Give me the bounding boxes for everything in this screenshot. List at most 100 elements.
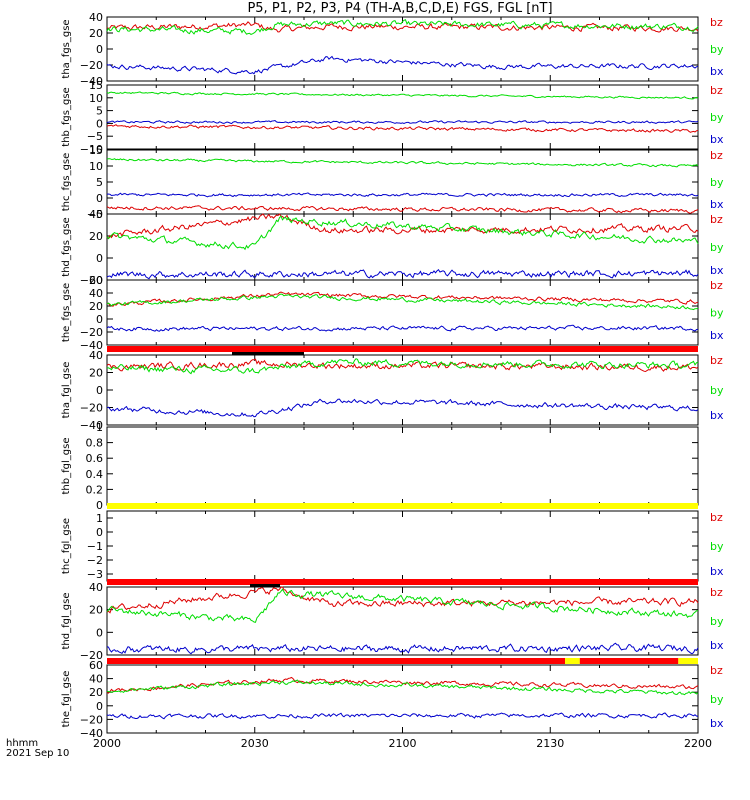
panel-frame bbox=[106, 426, 699, 506]
y-tick-label: −20 bbox=[80, 402, 103, 415]
legend-bx: bx bbox=[710, 639, 724, 652]
panel-frame bbox=[106, 279, 699, 346]
panel-ylabel: thd_fgl_gse bbox=[61, 593, 72, 650]
legend-bz: bz bbox=[710, 664, 723, 677]
y-tick-label: 0.8 bbox=[86, 437, 104, 450]
y-tick-label: −40 bbox=[80, 339, 103, 352]
y-tick-label: −20 bbox=[80, 713, 103, 726]
legend-by: by bbox=[710, 307, 724, 320]
legend-bx: bx bbox=[710, 329, 724, 342]
y-tick-label: 0 bbox=[96, 117, 103, 130]
y-tick-label: 40 bbox=[89, 673, 103, 686]
y-tick-label: 0 bbox=[96, 313, 103, 326]
series-by-line bbox=[106, 158, 699, 168]
panel-frame bbox=[106, 510, 699, 582]
legend-bz: bz bbox=[710, 16, 723, 29]
y-tick-label: 0 bbox=[96, 192, 103, 205]
legend-bz: bz bbox=[710, 149, 723, 162]
panel-ylabel: thc_fgl_gse bbox=[61, 518, 72, 574]
y-tick-label: −20 bbox=[80, 59, 103, 72]
y-tick-label: −20 bbox=[80, 274, 103, 287]
y-tick-label: 40 bbox=[89, 208, 103, 221]
legend-bx: bx bbox=[710, 565, 724, 578]
legend-bx: bx bbox=[710, 133, 724, 146]
flag-bar-segment bbox=[579, 658, 679, 664]
series-by-line bbox=[106, 358, 699, 375]
x-tick-label: 2030 bbox=[241, 737, 269, 750]
y-tick-label: −3 bbox=[87, 568, 103, 581]
y-tick-label: 5 bbox=[96, 105, 103, 118]
series-bz-line bbox=[106, 213, 699, 240]
panel-ylabel: the_fgl_gse bbox=[61, 671, 72, 728]
series-bx-line bbox=[106, 398, 699, 418]
legend-by: by bbox=[710, 241, 724, 254]
panel-frame bbox=[106, 213, 699, 281]
y-tick-label: 20 bbox=[89, 27, 103, 40]
series-by-line bbox=[106, 91, 699, 100]
legend-bx: bx bbox=[710, 65, 724, 78]
flag-bar-segment bbox=[678, 658, 698, 664]
page-title: P5, P1, P2, P3, P4 (TH-A,B,C,D,E) FGS, F… bbox=[247, 1, 553, 16]
series-bx-line bbox=[106, 55, 699, 75]
panel-frame bbox=[106, 149, 699, 215]
y-tick-label: −5 bbox=[87, 208, 103, 221]
y-tick-label: 40 bbox=[89, 287, 103, 300]
x-tick-label: 2000 bbox=[93, 737, 121, 750]
legend-by: by bbox=[710, 540, 724, 553]
flag-bar-segment bbox=[107, 503, 698, 509]
legend-by: by bbox=[710, 176, 724, 189]
series-bx-line bbox=[106, 324, 699, 332]
y-tick-label: 15 bbox=[89, 144, 103, 157]
series-by-line bbox=[106, 293, 699, 311]
flag-bar-segment bbox=[107, 346, 698, 352]
flag-bar-segment bbox=[565, 658, 580, 664]
series-by-line bbox=[106, 588, 699, 623]
series-bz-line bbox=[106, 676, 699, 694]
series-by-line bbox=[106, 215, 699, 251]
y-tick-label: 60 bbox=[89, 659, 103, 672]
x-axis-date-label: 2021 Sep 10 bbox=[6, 748, 70, 759]
series-by-line bbox=[106, 679, 699, 696]
y-tick-label: 20 bbox=[89, 367, 103, 380]
y-tick-label: 20 bbox=[89, 230, 103, 243]
legend-by: by bbox=[710, 43, 724, 56]
y-tick-label: 0 bbox=[96, 252, 103, 265]
y-tick-label: −40 bbox=[80, 727, 103, 740]
series-bz-line bbox=[106, 21, 699, 33]
flag-bar-segment bbox=[107, 579, 698, 585]
y-tick-label: 40 bbox=[89, 349, 103, 362]
y-tick-label: −10 bbox=[80, 143, 103, 156]
legend-by: by bbox=[710, 384, 724, 397]
y-tick-label: −40 bbox=[80, 419, 103, 432]
x-tick-label: 2130 bbox=[536, 737, 564, 750]
legend-bz: bz bbox=[710, 586, 723, 599]
legend-bz: bz bbox=[710, 279, 723, 292]
mode-marker bbox=[250, 584, 280, 587]
series-by-line bbox=[106, 19, 699, 35]
y-tick-label: 0.4 bbox=[86, 468, 104, 481]
panel-ylabel: thb_fgs_gse bbox=[61, 87, 72, 146]
x-tick-label: 2200 bbox=[684, 737, 712, 750]
legend-bx: bx bbox=[710, 409, 724, 422]
y-tick-label: 1 bbox=[96, 421, 103, 434]
series-bx-line bbox=[106, 119, 699, 125]
y-tick-label: 10 bbox=[89, 92, 103, 105]
y-tick-label: 10 bbox=[89, 160, 103, 173]
legend-by: by bbox=[710, 693, 724, 706]
y-tick-label: 0 bbox=[96, 499, 103, 512]
series-bz-line bbox=[106, 586, 699, 614]
y-tick-label: 20 bbox=[89, 300, 103, 313]
legend-bz: bz bbox=[710, 84, 723, 97]
series-bz-line bbox=[106, 205, 699, 214]
y-tick-label: 0.6 bbox=[86, 452, 104, 465]
y-tick-label: 0 bbox=[96, 700, 103, 713]
mode-marker bbox=[232, 352, 304, 355]
panel-ylabel: tha_fgs_gse bbox=[61, 19, 72, 78]
y-tick-label: 15 bbox=[89, 79, 103, 92]
legend-bz: bz bbox=[710, 511, 723, 524]
panel-ylabel: the_fgs_gse bbox=[61, 283, 72, 342]
panel-frame bbox=[106, 16, 699, 82]
series-bx-line bbox=[106, 268, 699, 280]
legend-by: by bbox=[710, 615, 724, 628]
